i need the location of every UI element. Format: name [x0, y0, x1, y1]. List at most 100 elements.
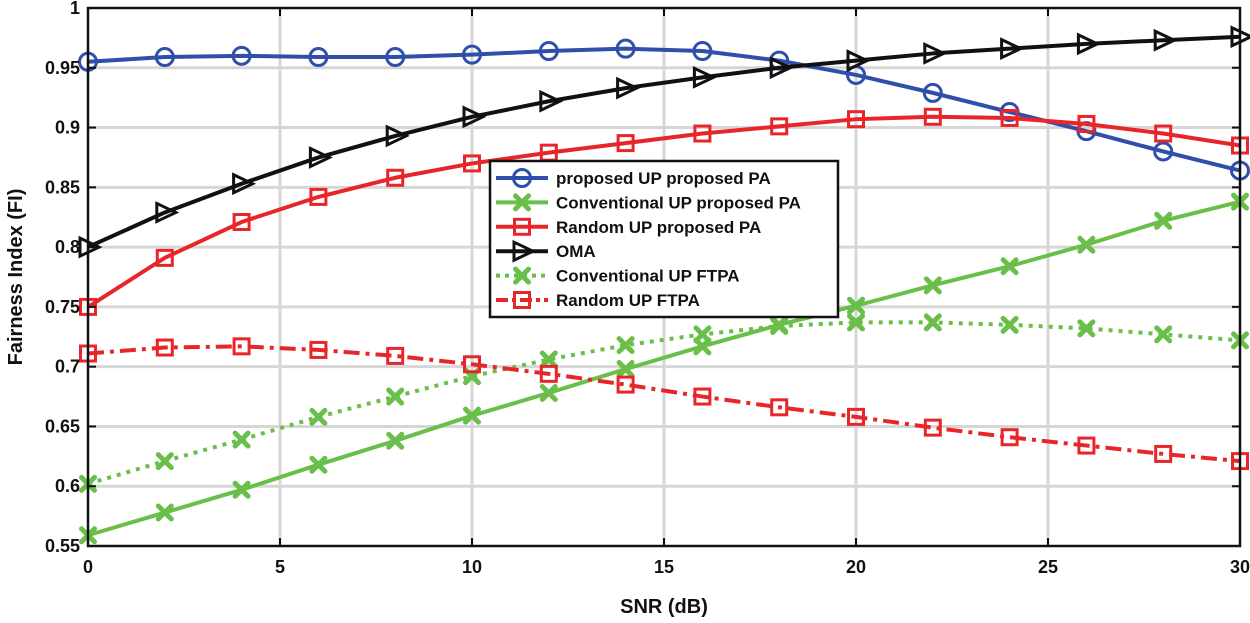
- y-tick-label: 0.95: [45, 58, 80, 78]
- data-point-marker: [1077, 319, 1096, 338]
- data-point-marker: [155, 503, 174, 522]
- data-point-marker: [309, 455, 328, 474]
- legend-marker: [513, 217, 531, 236]
- data-point-marker: [1154, 325, 1173, 344]
- data-point-marker: [231, 45, 252, 66]
- data-point-marker: [1000, 428, 1019, 447]
- data-point-marker: [692, 41, 713, 62]
- data-point-marker: [692, 65, 717, 89]
- data-point-marker: [462, 44, 482, 65]
- y-tick-label: 0.9: [55, 118, 80, 138]
- y-tick-label: 0.75: [45, 297, 80, 317]
- x-tick-label: 0: [83, 557, 93, 577]
- y-tick-label: 0.7: [55, 357, 80, 377]
- data-point-marker: [1077, 114, 1096, 133]
- data-point-marker: [463, 406, 481, 425]
- data-point-marker: [1000, 108, 1019, 127]
- series-5: [79, 337, 1249, 471]
- data-point-marker: [155, 452, 174, 471]
- data-point-marker: [693, 124, 712, 143]
- x-tick-label: 15: [654, 557, 674, 577]
- x-tick-label: 10: [462, 557, 482, 577]
- data-point-marker: [1153, 28, 1178, 52]
- data-point-marker: [846, 49, 871, 72]
- y-tick-label: 0.6: [55, 476, 80, 496]
- x-tick-label: 20: [846, 557, 866, 577]
- y-tick-label: 1: [70, 0, 80, 18]
- data-point-marker: [155, 201, 180, 224]
- legend-label: proposed UP proposed PA: [556, 169, 771, 188]
- data-point-marker: [847, 407, 865, 426]
- data-point-marker: [847, 296, 865, 315]
- data-point-marker: [538, 41, 559, 62]
- data-point-marker: [386, 168, 405, 187]
- series-line: [87, 199, 1241, 538]
- y-tick-label: 0.55: [45, 536, 80, 556]
- data-point-marker: [232, 172, 257, 196]
- data-point-marker: [770, 398, 789, 417]
- data-point-marker: [1000, 37, 1025, 61]
- data-point-marker: [923, 42, 948, 65]
- data-point-marker: [1154, 124, 1173, 143]
- legend-label: Random UP FTPA: [556, 291, 700, 310]
- y-tick-label: 0.85: [45, 177, 80, 197]
- data-point-marker: [386, 346, 405, 365]
- data-point-marker: [463, 355, 481, 374]
- data-point-marker: [1000, 257, 1019, 276]
- data-point-marker: [770, 117, 789, 136]
- series-line: [87, 344, 1241, 464]
- data-point-marker: [232, 213, 251, 232]
- data-point-marker: [1000, 315, 1019, 334]
- data-point-marker: [616, 134, 635, 153]
- data-point-marker: [385, 124, 410, 148]
- data-point-marker: [154, 47, 175, 68]
- y-tick-label: 0.8: [55, 237, 80, 257]
- data-point-marker: [693, 387, 712, 406]
- data-point-marker: [923, 418, 942, 437]
- data-point-marker: [232, 337, 251, 356]
- data-point-marker: [308, 146, 333, 169]
- legend-marker: [513, 193, 531, 212]
- data-point-marker: [462, 105, 487, 129]
- legend-marker: [513, 266, 531, 285]
- x-tick-label: 30: [1230, 557, 1250, 577]
- series-3: [78, 25, 1250, 259]
- data-point-marker: [1230, 25, 1250, 49]
- data-point-marker: [309, 187, 328, 206]
- data-point-marker: [155, 248, 174, 267]
- legend-label: OMA: [556, 242, 596, 261]
- x-tick-label: 5: [275, 557, 285, 577]
- series-layer: [78, 25, 1250, 545]
- data-point-marker: [386, 431, 405, 450]
- data-point-marker: [539, 383, 558, 402]
- data-point-marker: [539, 364, 558, 383]
- legend: proposed UP proposed PA Conventional UP p…: [488, 159, 840, 319]
- data-point-marker: [923, 276, 942, 295]
- data-point-marker: [693, 325, 712, 344]
- data-point-marker: [769, 56, 794, 80]
- series-line: [86, 114, 1241, 309]
- axis-ticks: 0 5 10 15 20 25 30 0.55 0.6 0.65 0.7 0.75 0.8 0.85 0.9…: [45, 0, 1250, 577]
- data-point-marker: [922, 82, 943, 103]
- data-point-marker: [1077, 436, 1096, 455]
- series-2: [79, 107, 1249, 316]
- legend-marker: [512, 239, 537, 263]
- data-point-marker: [309, 340, 328, 359]
- x-axis-label: SNR (dB): [620, 596, 708, 618]
- x-tick-label: 25: [1038, 557, 1058, 577]
- data-point-marker: [1154, 211, 1173, 230]
- data-point-marker: [232, 480, 251, 499]
- data-point-marker: [847, 110, 865, 129]
- data-point-marker: [463, 154, 481, 173]
- data-point-marker: [155, 338, 174, 357]
- data-point-marker: [539, 89, 564, 113]
- legend-label: Conventional UP proposed PA: [556, 193, 801, 212]
- data-point-marker: [1077, 235, 1096, 254]
- data-point-marker: [616, 375, 635, 394]
- legend-box: [488, 159, 840, 319]
- data-point-marker: [616, 360, 635, 379]
- data-point-marker: [1076, 32, 1101, 56]
- data-point-marker: [616, 76, 641, 100]
- data-point-marker: [616, 336, 635, 355]
